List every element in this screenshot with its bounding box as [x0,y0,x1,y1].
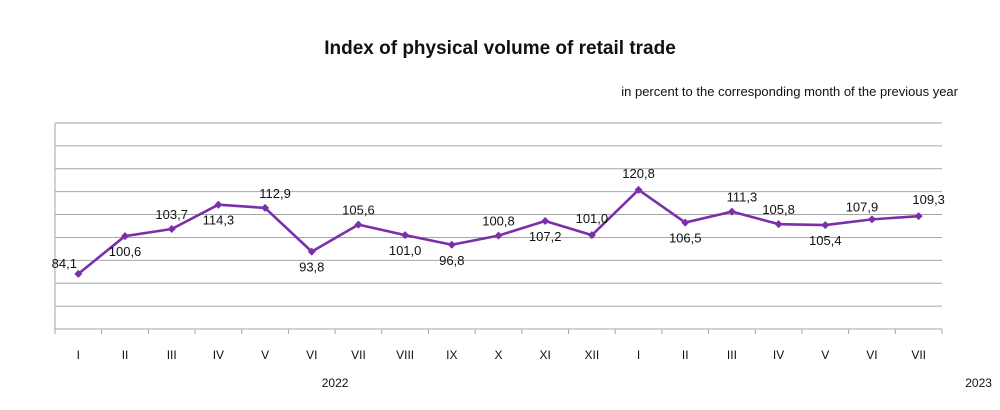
data-point [167,224,176,233]
x-tick-label: VI [866,348,877,362]
x-tick-label: VIII [396,348,414,362]
data-point [307,247,316,256]
x-tick-label: I [637,348,640,362]
x-tick-label: XI [540,348,551,362]
data-label: 105,4 [809,233,842,248]
x-tick-label: III [727,348,737,362]
chart-title: Index of physical volume of retail trade [324,38,676,59]
data-label: 84,1 [52,256,77,271]
x-tick-label: IX [446,348,457,362]
x-tick-label: III [167,348,177,362]
data-label: 105,8 [762,202,795,217]
data-point [634,185,643,194]
data-point [214,200,223,209]
data-label: 107,2 [529,229,562,244]
data-point [774,220,783,229]
data-label: 101,0 [389,243,422,258]
data-point [681,218,690,227]
x-tick-label: XII [585,348,600,362]
data-point [727,207,736,216]
data-point [447,240,456,249]
x-tick-label: VII [351,348,366,362]
data-label: 107,9 [846,199,879,214]
data-label: 120,8 [622,166,655,181]
x-tick-label: II [682,348,689,362]
x-tick-label: V [821,348,829,362]
data-label: 111,3 [727,190,758,205]
data-label: 100,6 [109,244,142,259]
data-label: 96,8 [439,253,464,268]
data-label: 103,7 [155,207,188,222]
x-tick-label: IV [773,348,784,362]
data-point [541,216,550,225]
data-label: 112,9 [259,186,291,201]
x-tick-label: VI [306,348,317,362]
data-label: 101,0 [576,211,609,226]
data-point [261,203,270,212]
data-point [494,231,503,240]
data-label: 106,5 [669,231,702,246]
x-tick-label: I [77,348,80,362]
year-label: 2023 [965,376,992,390]
data-point [867,215,876,224]
data-point [914,212,923,221]
data-label: 93,8 [299,260,324,275]
data-point [74,269,83,278]
chart-subtitle: in percent to the corresponding month of… [621,84,958,99]
x-tick-label: II [122,348,129,362]
data-label: 109,3 [912,192,945,207]
data-label: 100,8 [482,214,515,229]
data-point [354,220,363,229]
data-point [587,231,596,240]
data-label: 105,6 [342,203,375,218]
x-tick-label: VII [911,348,926,362]
data-label: 114,3 [203,213,235,228]
year-label: 2022 [322,376,349,390]
x-tick-label: V [261,348,269,362]
data-point [401,231,410,240]
data-point [821,221,830,230]
data-point [121,232,130,241]
x-tick-label: X [494,348,502,362]
x-tick-label: IV [213,348,224,362]
